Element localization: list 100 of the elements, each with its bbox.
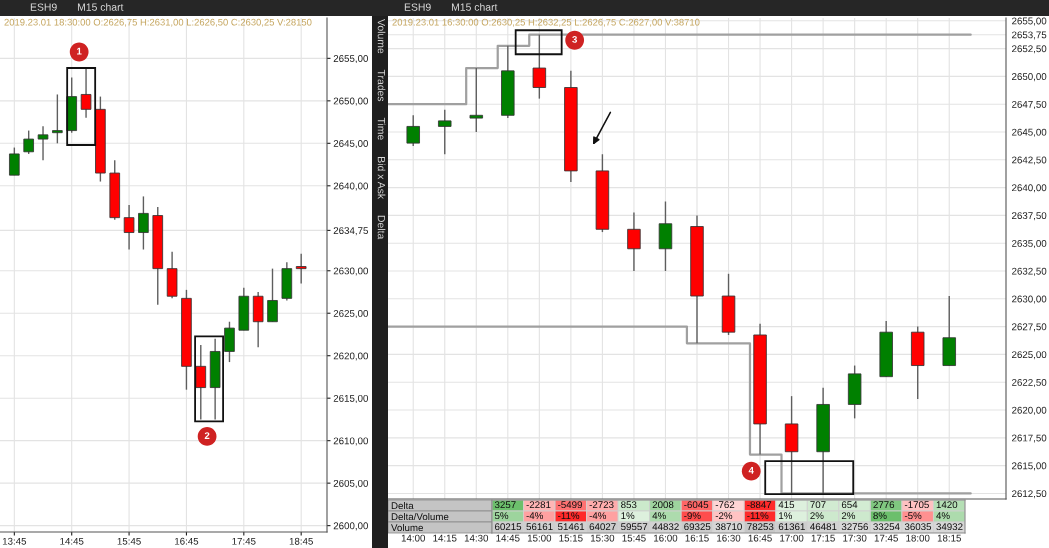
y-tick-label: 2615,00 bbox=[333, 394, 369, 403]
y-tick-label: 2622,50 bbox=[1012, 378, 1047, 387]
annotation: 4 bbox=[748, 467, 754, 474]
y-tick-label: 2650,00 bbox=[1012, 73, 1047, 82]
candlestick bbox=[138, 195, 149, 251]
candlestick bbox=[23, 129, 34, 155]
candlestick bbox=[80, 68, 92, 119]
x-tick-label: 15:30 bbox=[590, 534, 615, 542]
x-tick-label: 18:00 bbox=[906, 534, 930, 542]
x-tick-label: 18:15 bbox=[937, 534, 961, 542]
line-series bbox=[388, 33, 972, 106]
candlestick bbox=[295, 253, 307, 285]
data-label: 4% bbox=[652, 512, 666, 520]
candlestick bbox=[627, 211, 641, 272]
y-tick-label: Delta/Volume bbox=[391, 512, 449, 521]
y-tick-label: 2620,00 bbox=[333, 352, 369, 361]
chart-subtitle: 2019.23.01 16:30:00 O:2630,25 H:2632,25 L:2626,75 C:2627,00 V:38710 bbox=[392, 18, 700, 27]
chart-title: ESH9 bbox=[30, 3, 57, 11]
x-tick-label: 15:45 bbox=[117, 537, 141, 545]
data-label: -2723 bbox=[589, 501, 614, 509]
text: Time bbox=[377, 117, 386, 140]
y-tick-label: 2640,00 bbox=[1012, 184, 1047, 193]
x-tick-label: 14:30 bbox=[464, 534, 489, 542]
chart-subtitle: 2019.23.01 18:30:00 O:2626,75 H:2631,00 L:2626,50 C:2630,25 V:28150 bbox=[4, 18, 312, 27]
data-label: 56161 bbox=[526, 523, 553, 531]
candlestick bbox=[224, 321, 235, 363]
data-label: 64027 bbox=[589, 523, 616, 531]
data-label: -4% bbox=[526, 512, 543, 520]
data-label: 1% bbox=[779, 512, 793, 520]
text: M15 chart bbox=[77, 3, 124, 11]
x-tick-label: 14:45 bbox=[496, 534, 520, 542]
data-label: 1% bbox=[621, 512, 635, 520]
y-tick-label: 2647,50 bbox=[1012, 100, 1047, 109]
y-tick-label: 2655,00 bbox=[1012, 17, 1047, 26]
x-tick-label: 13:45 bbox=[2, 537, 27, 545]
line-series bbox=[388, 325, 972, 495]
data-label: 60215 bbox=[495, 523, 522, 531]
data-label: 2776 bbox=[873, 501, 895, 509]
data-label: 2% bbox=[810, 512, 824, 520]
candlestick bbox=[406, 114, 420, 147]
data-label: 654 bbox=[841, 501, 858, 509]
candlestick bbox=[9, 146, 20, 176]
x-tick-label: 16:45 bbox=[175, 537, 199, 545]
y-tick-label: 2640,00 bbox=[333, 182, 369, 191]
y-tick-label: Delta bbox=[391, 501, 414, 510]
data-label: 707 bbox=[810, 501, 826, 509]
data-label: -4% bbox=[589, 512, 607, 520]
data-label: 33254 bbox=[873, 523, 900, 531]
x-tick-label: 15:00 bbox=[527, 534, 552, 542]
data-label: 78253 bbox=[747, 523, 774, 531]
x-tick-label: 17:45 bbox=[232, 537, 256, 545]
data-label: -1705 bbox=[904, 501, 929, 509]
y-tick-label: 2620,00 bbox=[1012, 406, 1047, 415]
y-tick-label: 2645,00 bbox=[1012, 128, 1047, 137]
data-label: -6045 bbox=[684, 501, 709, 509]
y-tick-label: 2610,00 bbox=[333, 437, 369, 446]
y-tick-label: 2632,50 bbox=[1012, 267, 1047, 276]
x-tick-label: 16:30 bbox=[717, 534, 741, 542]
data-label: 44832 bbox=[652, 523, 679, 531]
text: Bid x Ask bbox=[377, 157, 386, 200]
x-tick-label: 16:45 bbox=[748, 534, 772, 542]
data-label: -9% bbox=[684, 512, 701, 520]
data-label: 1420 bbox=[936, 501, 958, 509]
y-tick-label: 2637,50 bbox=[1012, 212, 1047, 221]
y-tick-label: 2617,50 bbox=[1012, 434, 1047, 443]
data-label: 3257 bbox=[494, 501, 516, 509]
x-tick-label: 14:15 bbox=[433, 534, 457, 542]
y-tick-label: 2645,00 bbox=[333, 140, 369, 149]
x-tick-label: 16:15 bbox=[685, 534, 709, 542]
y-tick-label: 2625,00 bbox=[333, 309, 369, 318]
y-tick-label: 2612,50 bbox=[1012, 490, 1047, 499]
x-tick-label: 17:00 bbox=[780, 534, 804, 542]
y-tick-label: 2655,00 bbox=[333, 55, 369, 64]
data-label: 51461 bbox=[557, 523, 585, 531]
data-label: 853 bbox=[621, 501, 637, 509]
y-tick-label: Volume bbox=[391, 523, 423, 532]
data-label: -5% bbox=[904, 512, 922, 520]
data-label: -8847 bbox=[747, 501, 772, 509]
y-tick-label: 2642,50 bbox=[1012, 156, 1047, 165]
y-tick-label: 2652,50 bbox=[1012, 45, 1047, 54]
y-tick-label: 2635,00 bbox=[1012, 239, 1047, 248]
candlestick bbox=[438, 109, 452, 155]
x-tick-label: 15:15 bbox=[559, 534, 583, 542]
y-tick-label: 2600,00 bbox=[333, 522, 369, 531]
annotation: 1 bbox=[77, 47, 82, 55]
x-tick-label: 15:45 bbox=[622, 534, 646, 542]
data-label: 61361 bbox=[778, 523, 805, 531]
data-label: 59557 bbox=[621, 523, 648, 531]
x-tick-label: 14:45 bbox=[60, 537, 84, 545]
text: Trades bbox=[377, 69, 386, 102]
data-label: 5% bbox=[494, 512, 509, 520]
x-tick-label: 16:00 bbox=[654, 534, 678, 542]
candlestick bbox=[267, 267, 278, 323]
candlestick bbox=[123, 204, 135, 251]
annotation: 2 bbox=[204, 432, 210, 439]
x-tick-label: 14:00 bbox=[401, 534, 426, 542]
candlestick bbox=[532, 33, 547, 100]
data-label: 46481 bbox=[810, 523, 837, 531]
y-tick-label: 2615,00 bbox=[1012, 462, 1047, 471]
data-label: 4% bbox=[936, 512, 950, 520]
